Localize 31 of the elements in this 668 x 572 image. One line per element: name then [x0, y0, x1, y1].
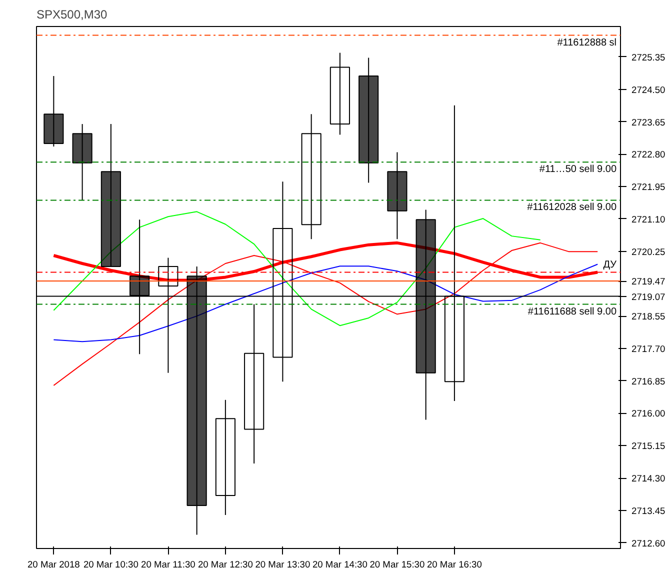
y-tick-label: 2712.60: [632, 538, 666, 548]
y-tick-label: 2724.50: [632, 84, 666, 95]
y-tick-label: 2718.55: [632, 312, 666, 322]
y-tick-label: 2721.10: [632, 214, 666, 224]
ref-line-label: #11612028 sell 9.00: [527, 202, 617, 214]
x-tick-label: 20 Mar 13:30: [255, 560, 310, 570]
ref-line-label: 2719.47: [632, 276, 666, 287]
y-tick-label: 2722.80: [632, 150, 666, 160]
ref-line-label: 2719.07: [632, 292, 666, 302]
y-tick-label: 2716.00: [632, 408, 666, 419]
x-tick-label: 20 Mar 15:30: [370, 560, 425, 570]
x-tick-label: 20 Mar 12:30: [198, 560, 253, 570]
y-tick-label: 2713.45: [632, 506, 666, 516]
x-tick-label: 20 Mar 16:30: [426, 560, 482, 570]
y-tick-label: 2715.15: [632, 441, 666, 452]
ref-line-label: ДУ: [603, 259, 618, 270]
ref-line-label: #11611688 sell 9.00: [528, 306, 617, 318]
ref-line-label: #11…50 sell 9.00: [539, 164, 617, 176]
chart-title: SPX500,M30: [36, 8, 108, 22]
y-tick-label: 2716.85: [632, 376, 666, 386]
y-tick-label: 2725.35: [632, 52, 666, 62]
x-tick-label: 20 Mar 11:30: [141, 560, 196, 570]
y-tick-label: 2721.95: [632, 182, 666, 192]
x-tick-label: 20 Mar 2018: [27, 560, 80, 570]
x-tick-label: 20 Mar 14:30: [312, 560, 368, 570]
x-tick-label: 20 Mar 10:30: [83, 560, 138, 570]
y-tick-label: 2723.65: [632, 117, 666, 128]
ref-line-label: #11612888 sl: [557, 37, 616, 48]
y-tick-label: 2714.30: [632, 474, 666, 484]
y-tick-label: 2717.70: [632, 344, 666, 354]
y-tick-label: 2720.25: [632, 246, 666, 257]
